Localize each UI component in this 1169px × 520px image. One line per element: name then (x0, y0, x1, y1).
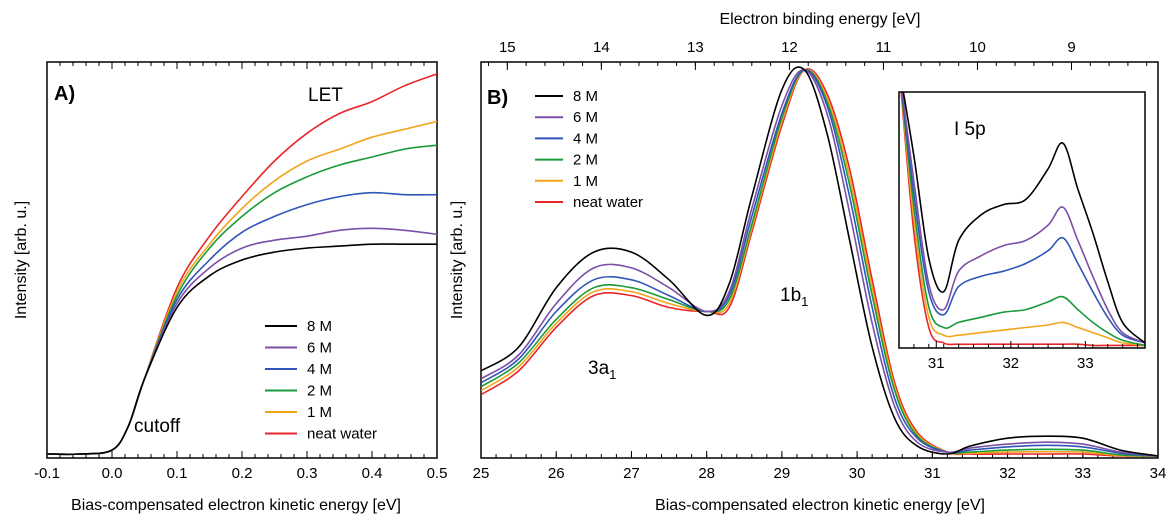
panel-a-series-1-m (47, 120, 437, 456)
panel-b-series-2-m (481, 68, 1158, 457)
panel-b-x-tick-label: 30 (849, 465, 866, 482)
panel-a-x-ticks: -0.1 0.0 0.1 0.2 0.3 0.4 0.5 (34, 62, 447, 482)
inset-frame (898, 91, 1146, 349)
peak-3a1-subscript: 1 (609, 367, 616, 382)
inset-x-tick-label: 33 (1077, 355, 1094, 372)
panel-b-x-tick-label: 34 (1150, 465, 1167, 482)
legend-b-entry-1-m: 1 M (573, 173, 598, 190)
panel-b-top-tick-label: 11 (876, 39, 892, 56)
inset-x-tick-label: 31 (928, 355, 945, 372)
inset-x-ticks: 31 32 33 (898, 341, 1139, 372)
panel-a: -0.1 0.0 0.1 0.2 0.3 0.4 0.5 A) LET cutoff Int… (13, 61, 447, 514)
legend-a-entry-8-m: 8 M (307, 318, 332, 335)
panel-a-x-tick-label: 0.1 (167, 465, 188, 482)
legend-b-entry-neat-water: neat water (573, 194, 643, 211)
peak-3a1-annotation: 3a1 (588, 358, 616, 382)
legend-b-entry-2-m: 2 M (573, 152, 598, 169)
peak-1b1-text: 1b (780, 285, 801, 306)
panel-b-series (481, 66, 1158, 457)
inset-series-1-m (900, 92, 1145, 347)
panel-b-x-tick-label: 33 (1074, 465, 1091, 482)
panel-a-series-2-m (47, 144, 437, 456)
panel-a-series-neat-water (47, 73, 437, 456)
panel-b-series-8-m (481, 66, 1158, 457)
panel-b-series-neat-water (481, 67, 1158, 457)
panel-b-top-tick-label: 10 (969, 39, 986, 56)
inset-series-4-m (901, 92, 1145, 344)
legend-b-entry-6-m: 6 M (573, 109, 598, 126)
panel-b-x-axis-title: Bias-compensated electron kinetic energy… (655, 497, 985, 514)
panel-b-x-tick-label: 28 (698, 465, 715, 482)
legend-a-entry-4-m: 4 M (307, 361, 332, 378)
panel-b-legend: 8 M 6 M 4 M 2 M 1 M neat water (535, 88, 643, 211)
panel-a-series-8-m (47, 243, 437, 456)
panel-a-label: A) (54, 83, 75, 105)
panel-b-x-tick-label: 29 (774, 465, 791, 482)
panel-a-series-4-m (47, 191, 437, 456)
panel-b-top-tick-label: 14 (593, 39, 610, 56)
panel-a-series-6-m (47, 227, 437, 456)
inset-background (899, 92, 1145, 348)
panel-b-y-axis-title: Intensity [arb. u.] (449, 201, 466, 319)
panel-b-x-ticks: 25 26 27 28 29 30 31 32 33 34 (473, 451, 1167, 482)
panel-b-top-tick-label: 13 (687, 39, 704, 56)
panel-b: 25 26 27 28 29 30 31 32 33 34 15 14 13 12 11 10 9 B) 3a… (449, 11, 1166, 514)
inset-series-2-m (900, 92, 1145, 347)
legend-a-entry-1-m: 1 M (307, 404, 332, 421)
panel-a-legend: 8 M 6 M 4 M 2 M 1 M neat water (265, 318, 377, 443)
peak-3a1-text: 3a (588, 358, 610, 379)
panel-b-x-tick-label: 26 (548, 465, 565, 482)
legend-b-entry-8-m: 8 M (573, 88, 598, 105)
panel-a-x-tick-label: 0.2 (232, 465, 253, 482)
panel-b-top-tick-label: 9 (1067, 39, 1075, 56)
panel-a-y-axis-title: Intensity [arb. u.] (13, 201, 30, 319)
cutoff-annotation: cutoff (134, 416, 181, 437)
inset-series-6-m (901, 92, 1145, 344)
panel-a-x-axis-title: Bias-compensated electron kinetic energy… (71, 497, 401, 514)
panel-b-x-tick-label: 27 (623, 465, 640, 482)
panel-b-x-tick-label: 25 (473, 465, 490, 482)
inset-x-tick-label: 32 (1002, 355, 1019, 372)
panel-b-top-x-ticks: 15 14 13 12 11 10 9 (488, 39, 1148, 70)
peak-1b1-subscript: 1 (801, 294, 808, 309)
peak-1b1-annotation: 1b1 (780, 285, 808, 309)
panel-b-x-tick-label: 32 (999, 465, 1016, 482)
panel-a-x-tick-label: 0.3 (297, 465, 318, 482)
inset-label: I 5p (954, 119, 986, 140)
panel-b-top-axis-title: Electron binding energy [eV] (719, 11, 920, 28)
inset-series-8-m (902, 92, 1145, 344)
legend-a-entry-6-m: 6 M (307, 340, 332, 357)
let-annotation: LET (308, 85, 343, 106)
panel-a-x-tick-label: -0.1 (34, 465, 60, 482)
panel-a-x-tick-label: 0.4 (362, 465, 383, 482)
panel-b-top-tick-label: 15 (499, 39, 516, 56)
inset: 31 32 33 I 5p (898, 91, 1146, 372)
panel-b-series-6-m (481, 69, 1158, 457)
panel-b-label: B) (487, 87, 508, 109)
panel-a-x-tick-label: 0.0 (102, 465, 123, 482)
legend-a-entry-neat-water: neat water (307, 426, 377, 443)
panel-a-x-tick-label: 0.5 (427, 465, 448, 482)
panel-a-series (47, 73, 437, 456)
panel-b-x-tick-label: 31 (924, 465, 941, 482)
legend-b-entry-4-m: 4 M (573, 130, 598, 147)
panel-b-top-tick-label: 12 (781, 39, 798, 56)
panel-b-frame (480, 61, 1159, 459)
panel-b-series-4-m (481, 69, 1158, 457)
legend-a-entry-2-m: 2 M (307, 383, 332, 400)
panel-b-series-1-m (481, 68, 1158, 457)
